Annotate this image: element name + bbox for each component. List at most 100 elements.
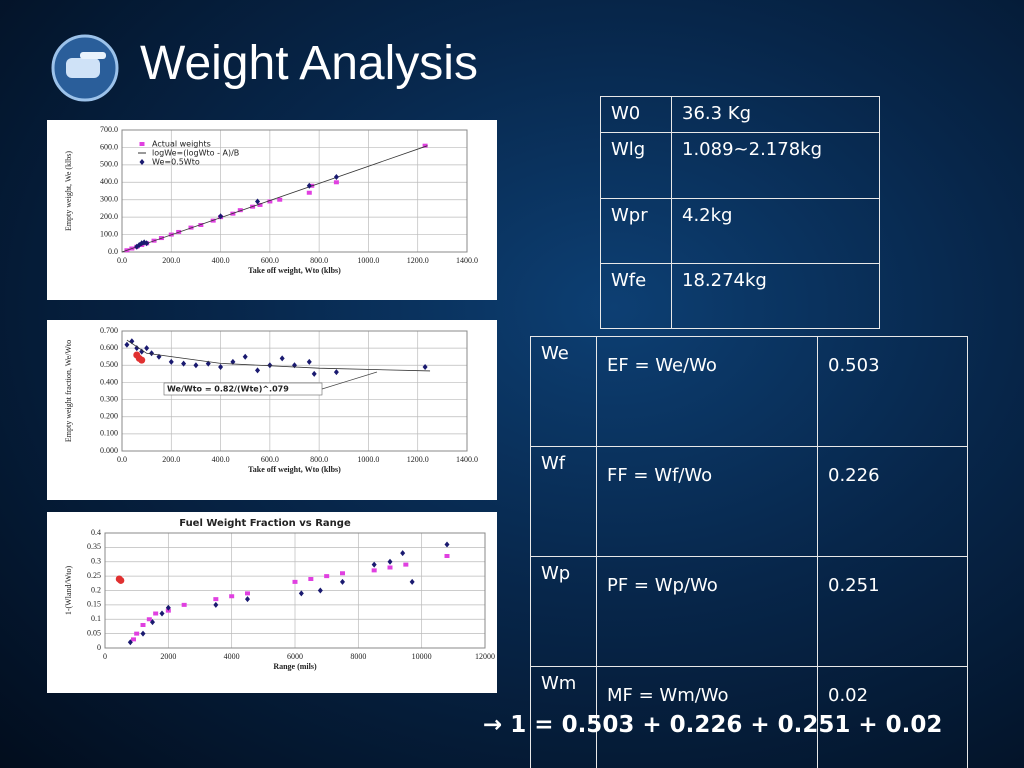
x-tick-label: 800.0 [310,455,328,464]
table-row: Wp PF = Wp/Wo 0.251 [530,556,968,667]
x-tick-label: 1200.0 [407,256,429,265]
table-row: We EF = We/Wo 0.503 [530,336,968,447]
table-cell: Wlg [600,132,672,199]
y-tick-label: 500.0 [100,160,118,169]
table-cell: FF = Wf/Wo [596,446,818,557]
table-cell: PF = Wp/Wo [596,556,818,667]
fit-line [126,339,431,372]
y-tick-label: 0 [97,643,101,652]
data-point [292,579,298,584]
fraction-table: We EF = We/Wo 0.503 Wf FF = Wf/Wo 0.226 Wp PF =… [530,336,968,768]
chart-title: Fuel Weight Fraction vs Range [179,518,351,529]
data-point [306,358,312,365]
x-axis-label: Range (mils) [273,662,317,671]
table-row: Wfe 18.274kg [600,263,880,329]
plot-frame [104,532,486,649]
x-tick-label: 1400.0 [456,455,478,464]
x-tick-label: 8000 [350,652,366,661]
table-cell: 0.02 [817,666,968,768]
data-point [139,240,145,247]
data-point [150,619,155,626]
table-row: Wm MF = Wm/Wo 0.02 [530,666,968,768]
y-tick-label: 400.0 [100,177,118,186]
x-axis-label: Take off weight, Wto (klbs) [248,266,341,275]
y-tick-label: 200.0 [100,212,118,221]
data-point [409,578,415,585]
data-point [267,199,273,204]
data-point [306,182,312,189]
y-tick-label: 0.500 [100,360,118,369]
data-point [213,597,219,602]
table-cell: 4.2kg [671,198,880,264]
data-point [144,345,150,352]
data-point [311,370,317,377]
y-tick-label: 0.300 [100,394,118,403]
data-point [218,364,224,370]
x-tick-label: 400.0 [212,256,230,265]
y-tick-label: 0.2 [91,585,101,594]
data-point [400,550,406,557]
data-point [165,604,171,611]
data-point [134,345,140,352]
x-tick-label: 2000 [160,652,176,661]
y-axis-label: 1-(Wland/Wto) [64,566,73,616]
table-cell: 0.226 [817,446,968,557]
legend-swatch [139,159,145,165]
y-tick-label: 600.0 [100,142,118,151]
data-point [298,590,304,597]
y-tick-label: 300.0 [100,195,118,204]
data-point [124,341,130,348]
y-tick-label: 0.000 [100,446,118,455]
y-tick-label: 0.600 [100,343,118,352]
table-cell: Wf [530,446,597,557]
legend-label: Actual weights [152,140,211,149]
x-tick-label: 4000 [224,652,240,661]
table-cell: 18.274kg [671,263,880,329]
data-point [139,348,145,355]
chart-background [47,512,497,693]
annotation: We/Wto = 0.82/(Wte)^.079 [167,385,289,394]
data-point [127,639,133,646]
x-tick-label: 200.0 [162,256,180,265]
summary: → 1 = 0.503 + 0.226 + 0.251 + 0.02 [483,712,943,738]
data-point [153,611,159,616]
y-tick-label: 0.4 [91,528,101,537]
data-point [257,202,263,207]
data-point [306,190,312,195]
data-point [156,353,162,360]
x-tick-label: 600.0 [261,455,279,464]
y-tick-label: 100.0 [100,229,118,238]
data-point [193,362,199,369]
data-point [444,554,450,558]
table-row: Wlg 1.089~2.178kg [600,132,880,199]
data-point [444,541,450,548]
y-axis-label: Empty weight fraction, We/Wto [64,340,73,442]
data-point [403,562,409,567]
x-tick-label: 10000 [412,652,432,661]
y-tick-label: 0.15 [87,600,101,609]
data-point [422,364,428,370]
table-cell: 1.089~2.178kg [671,132,880,199]
y-tick-label: 0.700 [100,326,118,335]
legend-label: logWe=(logWto - A)/B [152,149,239,158]
data-point [131,637,136,642]
data-point [340,571,345,576]
data-point [387,558,393,565]
x-tick-label: 1000.0 [357,256,379,265]
data-point [213,601,219,608]
y-tick-label: 0.200 [100,412,118,421]
data-point [136,242,142,249]
y-tick-label: 0.05 [87,628,101,637]
table-cell: We [530,336,597,447]
x-tick-label: 0.0 [117,455,127,464]
slide-title: Weight Analysis [140,37,478,90]
x-tick-label: 12000 [475,652,495,661]
x-tick-label: 0 [103,652,107,661]
x-tick-label: 0.0 [117,256,127,265]
table-cell: Wm [530,666,597,768]
data-point [140,630,146,637]
data-point [324,574,330,579]
x-tick-label: 1000.0 [357,455,379,464]
